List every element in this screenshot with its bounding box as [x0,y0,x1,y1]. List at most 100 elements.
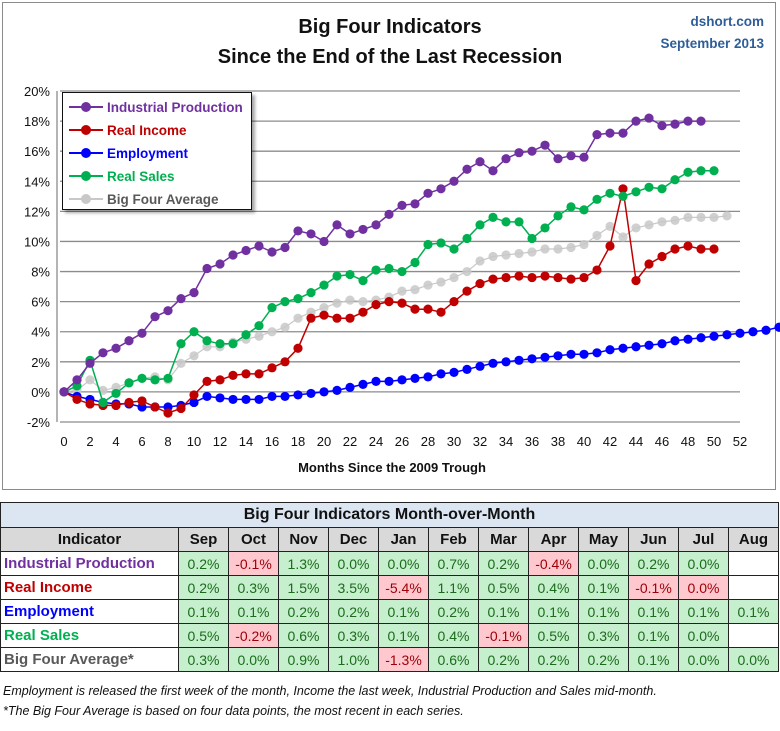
data-point [683,167,693,177]
row-label-real-income: Real Income [0,575,179,600]
data-point [527,272,537,283]
table-cell: 0.0% [578,551,629,576]
data-point [579,152,589,162]
data-point [501,357,511,367]
table-cell: 0.1% [378,623,429,648]
legend-label: Real Income [107,122,187,138]
indicator-column-header: Indicator [0,527,179,552]
row-label-real-sales: Real Sales [0,623,179,648]
data-point [397,298,407,308]
data-point [514,271,524,281]
x-tick-label: 46 [655,434,669,449]
x-tick-label: 36 [525,434,539,449]
data-point [98,397,108,408]
table-header-row: Indicator Sep Oct Nov Dec Jan Feb Mar Apr May Jun J… [0,527,780,552]
data-point [176,339,186,349]
data-point [748,327,758,337]
table-cell: 0.1% [228,599,279,624]
data-point [475,278,485,289]
data-point [540,223,550,233]
data-point [423,372,433,382]
month-header-sep: Sep [178,527,229,552]
table-cell: 0.1% [528,599,579,624]
data-point [501,154,511,164]
data-point [501,217,511,227]
table-cell: 0.0% [228,647,279,672]
data-point [462,266,472,277]
table-cell: 0.9% [278,647,329,672]
data-point [605,345,615,355]
table-cell: -0.1% [628,575,679,600]
data-point [215,393,225,403]
table-cell: -1.3% [378,647,429,672]
x-tick-label: 20 [317,434,331,449]
table-row: Big Four Average* 0.3% 0.0% 0.9% 1.0% -1.3% 0.… [0,647,780,672]
data-point [410,304,420,314]
y-tick-label: 4% [31,325,50,340]
data-point [709,244,719,254]
data-point [462,233,472,244]
data-point [527,247,537,257]
line-chart: -2%0%2%4%6%8%10%12%14%16%18%20% 0 2 4 6 8 10 1… [24,84,780,475]
y-tick-label: 0% [31,385,50,400]
data-point [592,130,602,140]
data-point [150,402,160,412]
y-tick-label: 8% [31,265,50,280]
legend-marker-icon [69,125,103,135]
chart-title-line1: Big Four Indicators [298,16,482,38]
data-point [241,369,251,379]
data-point [410,199,420,209]
data-point [371,265,381,275]
date-label: September 2013 [660,36,764,51]
table-cell: -0.1% [228,551,279,576]
data-point [254,241,264,251]
table-cell: 0.0% [378,551,429,576]
data-point [644,220,654,230]
table-cell: 0.3% [578,623,629,648]
row-label-industrial-production: Industrial Production [0,551,179,576]
x-tick-label: 26 [395,434,409,449]
table-cell: 0.5% [478,575,529,600]
month-header-feb: Feb [428,527,479,552]
data-point [618,343,628,353]
data-point [306,288,316,298]
month-over-month-table: Big Four Indicators Month-over-Month Ind… [0,502,780,672]
data-point [579,349,589,359]
table-row: Real Sales 0.5% -0.2% 0.6% 0.3% 0.1% 0.4% -0.1%… [0,623,780,648]
table-cell: 0.3% [178,647,229,672]
data-point [397,266,407,277]
legend-label: Employment [107,145,189,161]
data-point [644,259,654,269]
x-tick-label: 44 [629,434,643,449]
x-axis-ticks: 0 2 4 6 8 10 12 14 16 18 20 22 24 26 28 30 32 34 36 38 40 42 4… [60,434,747,449]
data-point [72,375,82,385]
data-point [527,146,537,156]
month-header-dec: Dec [328,527,379,552]
data-point [189,327,199,337]
data-point [579,239,589,250]
data-point [163,306,173,316]
month-header-nov: Nov [278,527,329,552]
data-point [449,367,459,377]
data-point [293,390,303,400]
data-point [696,166,706,176]
table-cell: -0.4% [528,551,579,576]
legend-label: Real Sales [107,168,175,184]
month-header-aug: Aug [727,527,780,552]
data-point [592,348,602,358]
x-tick-label: 4 [112,434,119,449]
data-point [683,334,693,344]
data-point [657,121,667,131]
data-point [410,373,420,383]
data-point [293,343,303,353]
data-point [267,363,277,373]
data-point [566,151,576,161]
data-point [631,275,641,286]
data-point [423,188,433,198]
table-cell [727,623,780,648]
table-cell: 0.2% [178,551,229,576]
data-point [605,241,615,251]
data-point [215,375,225,385]
row-label-big-four-average: Big Four Average* [0,647,179,672]
data-point [267,327,277,337]
